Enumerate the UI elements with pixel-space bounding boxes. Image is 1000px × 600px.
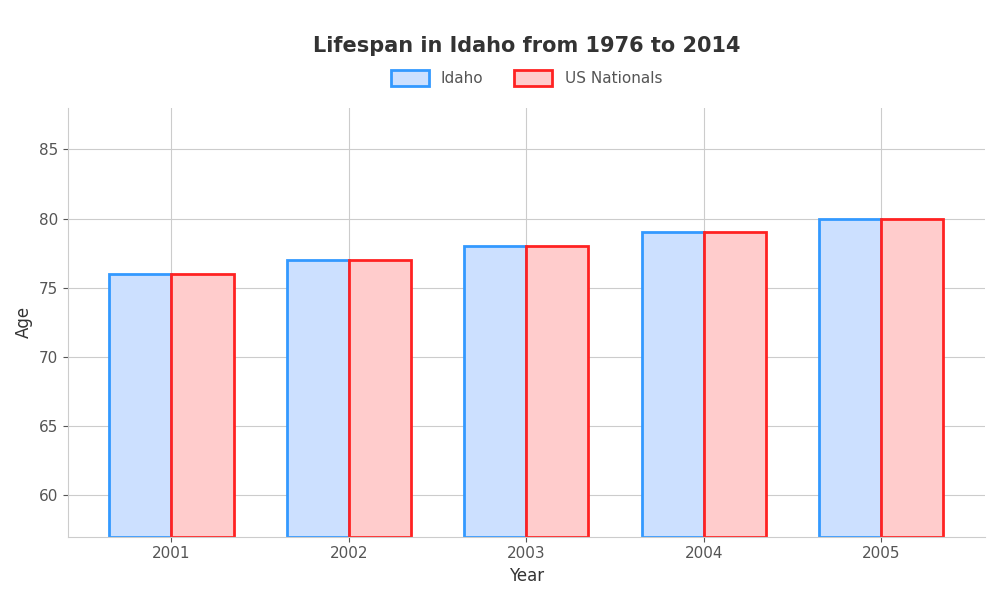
Title: Lifespan in Idaho from 1976 to 2014: Lifespan in Idaho from 1976 to 2014 — [313, 37, 740, 56]
Bar — [349, 260, 411, 537]
X-axis label: Year: Year — [509, 567, 544, 585]
Bar — [704, 232, 766, 537]
Bar — [819, 218, 881, 537]
Y-axis label: Age: Age — [15, 306, 33, 338]
Legend: Idaho, US Nationals: Idaho, US Nationals — [384, 64, 668, 92]
Bar — [526, 246, 588, 537]
Bar — [881, 218, 943, 537]
Bar — [171, 274, 234, 537]
Bar — [287, 260, 349, 537]
Bar — [642, 232, 704, 537]
Bar — [109, 274, 171, 537]
Bar — [464, 246, 526, 537]
